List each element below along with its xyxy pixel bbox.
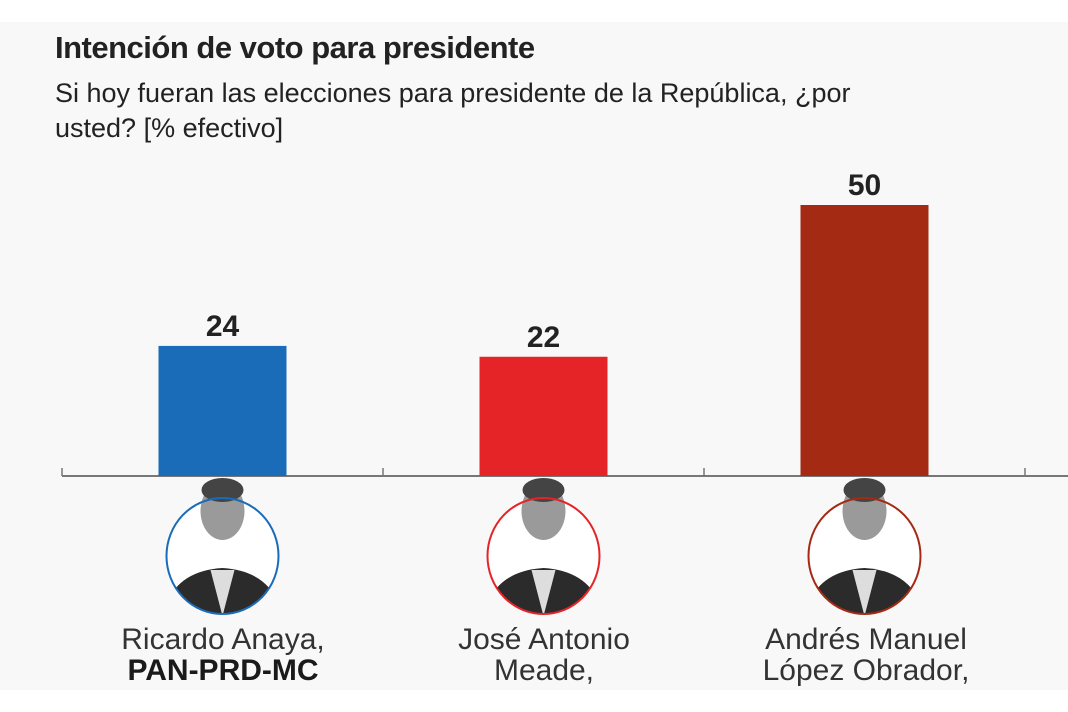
photo-ring xyxy=(165,497,280,615)
candidate-hair xyxy=(201,478,244,502)
data-label: 24 xyxy=(206,310,240,343)
party-label: PAN-PRD-MC xyxy=(127,654,319,687)
bar xyxy=(800,205,929,476)
candidate-name-2: José Antonio Meade, xyxy=(414,624,674,686)
name-line: José Antonio xyxy=(458,623,630,656)
candidate-name-1: Ricardo Anaya, PAN-PRD-MC xyxy=(93,624,353,686)
subtitle-text-line2: usted? [% efectivo] xyxy=(55,113,284,143)
candidate-hair xyxy=(522,478,565,502)
data-label: 22 xyxy=(527,321,560,354)
bar xyxy=(158,345,287,476)
name-line-2: Meade, xyxy=(493,654,595,687)
name-line-2: López Obrador, xyxy=(762,654,970,687)
subtitle-text: Si hoy fueran las elecciones para presid… xyxy=(55,78,851,108)
photo-ring xyxy=(807,497,922,615)
candidate-hair xyxy=(843,478,886,502)
data-label: 50 xyxy=(848,169,881,202)
chart-title: Intención de voto para presidente xyxy=(55,30,535,65)
bar xyxy=(479,356,608,476)
name-line: Andrés Manuel xyxy=(765,623,967,656)
photo-ring xyxy=(486,497,601,615)
chart-subtitle: Si hoy fueran las elecciones para presid… xyxy=(55,76,1068,146)
candidate-name-3: Andrés Manuel López Obrador, xyxy=(736,624,996,686)
name-line: Ricardo Anaya, xyxy=(121,623,325,656)
